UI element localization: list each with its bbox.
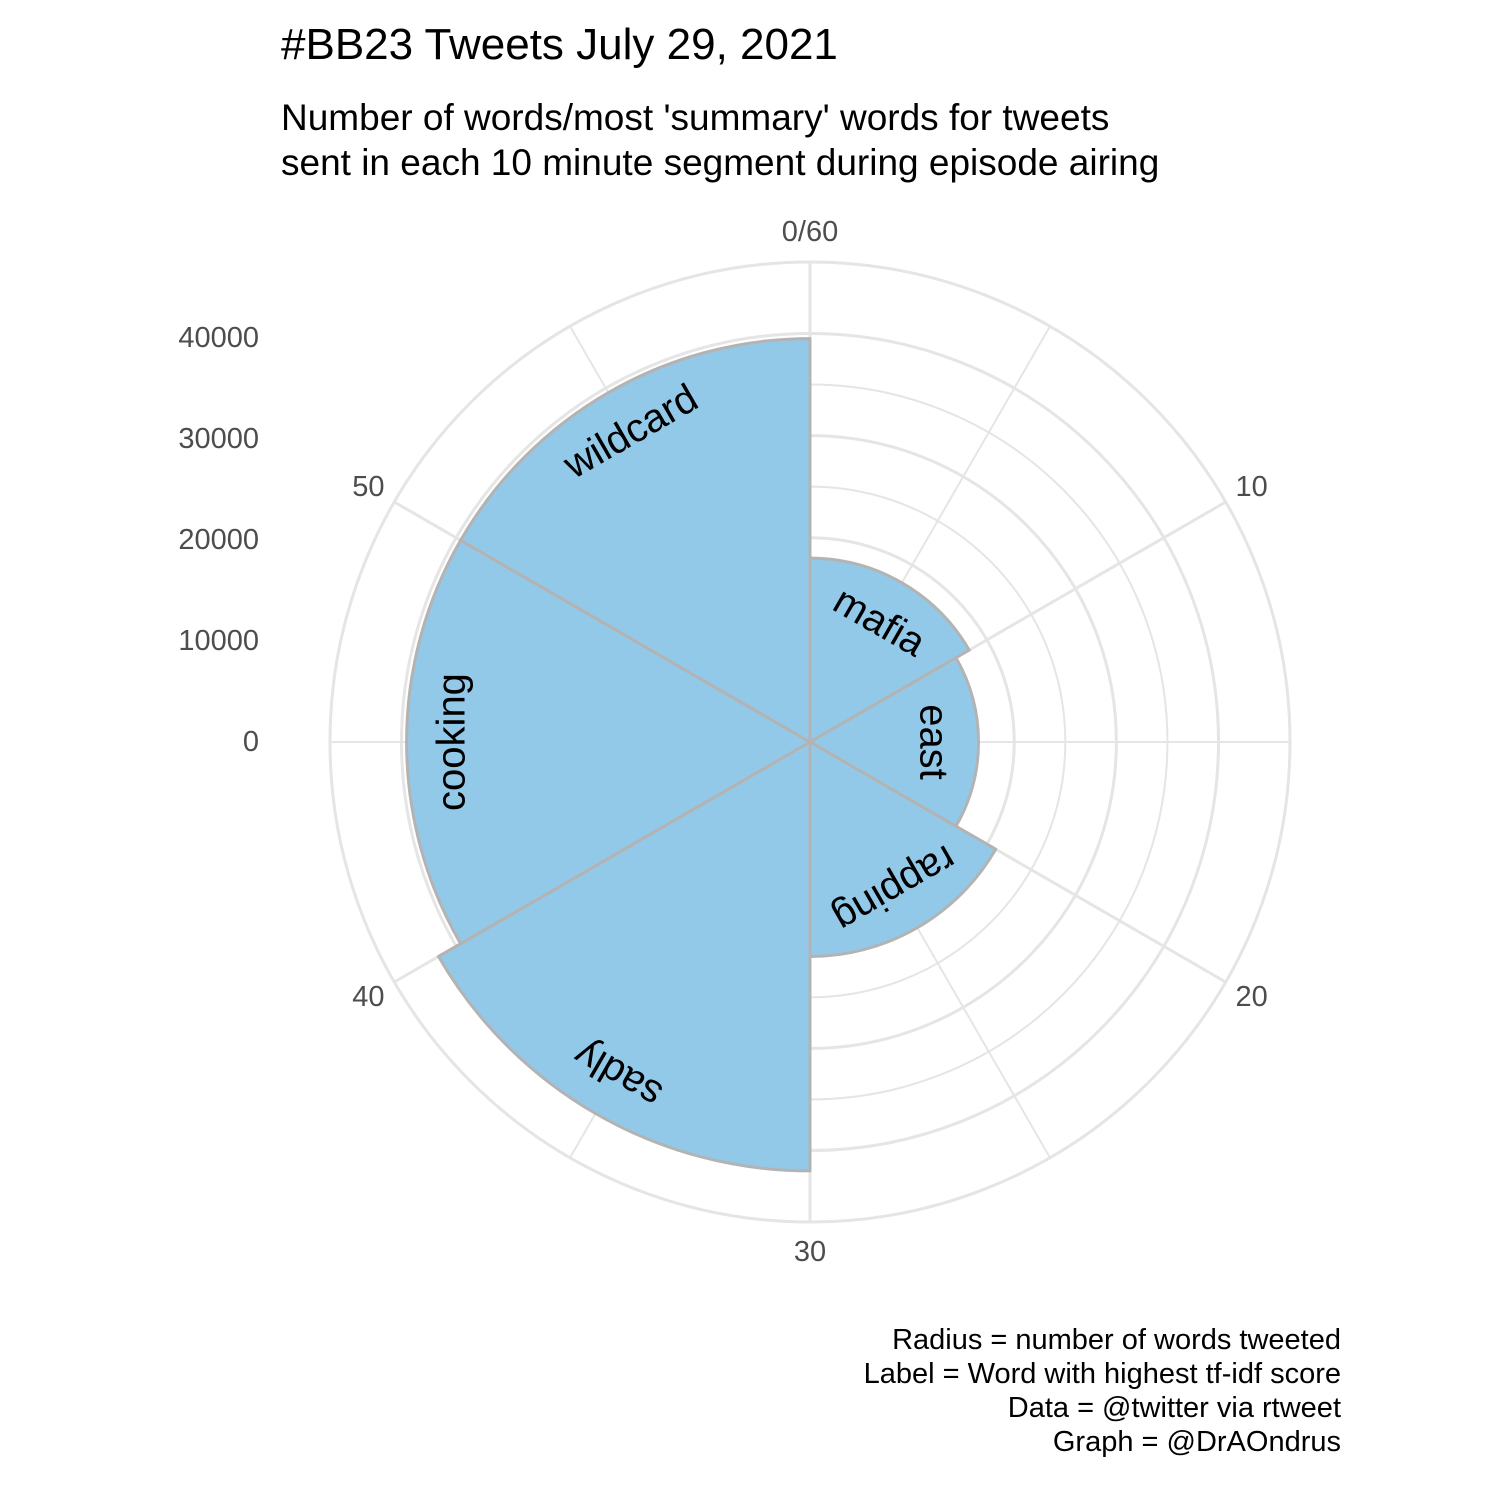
chart-radial-labels: 0 10000 20000 30000 40000 <box>178 322 259 758</box>
radial-tick-3: 30000 <box>178 423 259 455</box>
bar-rapping <box>808 740 998 958</box>
caption-line-4: Graph = @DrAOndrus <box>1052 1426 1341 1458</box>
chart-bars <box>405 337 998 1173</box>
theta-tick-2: 20 <box>1236 981 1268 1013</box>
bar-cooking <box>405 538 812 946</box>
chart-title: #BB23 Tweets July 29, 2021 <box>281 20 838 69</box>
theta-tick-0: 0/60 <box>782 216 838 248</box>
bar-east <box>808 656 980 828</box>
radial-tick-1: 10000 <box>178 625 259 657</box>
subtitle-line-2: sent in each 10 minute segment during ep… <box>281 142 1160 183</box>
bar-mafia <box>808 556 971 744</box>
theta-tick-5: 50 <box>352 471 384 503</box>
radial-tick-4: 40000 <box>178 322 259 354</box>
subtitle-line-1: Number of words/most 'summary' words for… <box>281 97 1110 138</box>
theta-tick-3: 30 <box>794 1236 826 1268</box>
chart-theta-labels: 0/60 10 20 30 40 50 <box>352 216 1268 1268</box>
bar-label-cooking: cooking <box>430 673 474 811</box>
caption-line-2: Label = Word with highest tf-idf score <box>863 1358 1341 1390</box>
bar-sadly <box>437 740 812 1173</box>
bar-wildcard <box>459 337 812 744</box>
bar-label-east: east <box>912 704 956 780</box>
theta-tick-1: 10 <box>1236 471 1268 503</box>
theta-tick-4: 40 <box>352 981 384 1013</box>
chart-caption: Radius = number of words tweeted Label =… <box>864 1323 1341 1459</box>
radial-tick-0: 0 <box>243 726 259 758</box>
caption-line-3: Data = @twitter via rtweet <box>1007 1392 1341 1424</box>
chart-subtitle: Number of words/most 'summary' words for… <box>281 95 1159 185</box>
caption-line-1: Radius = number of words tweeted <box>892 1324 1341 1356</box>
radial-tick-2: 20000 <box>178 524 259 556</box>
